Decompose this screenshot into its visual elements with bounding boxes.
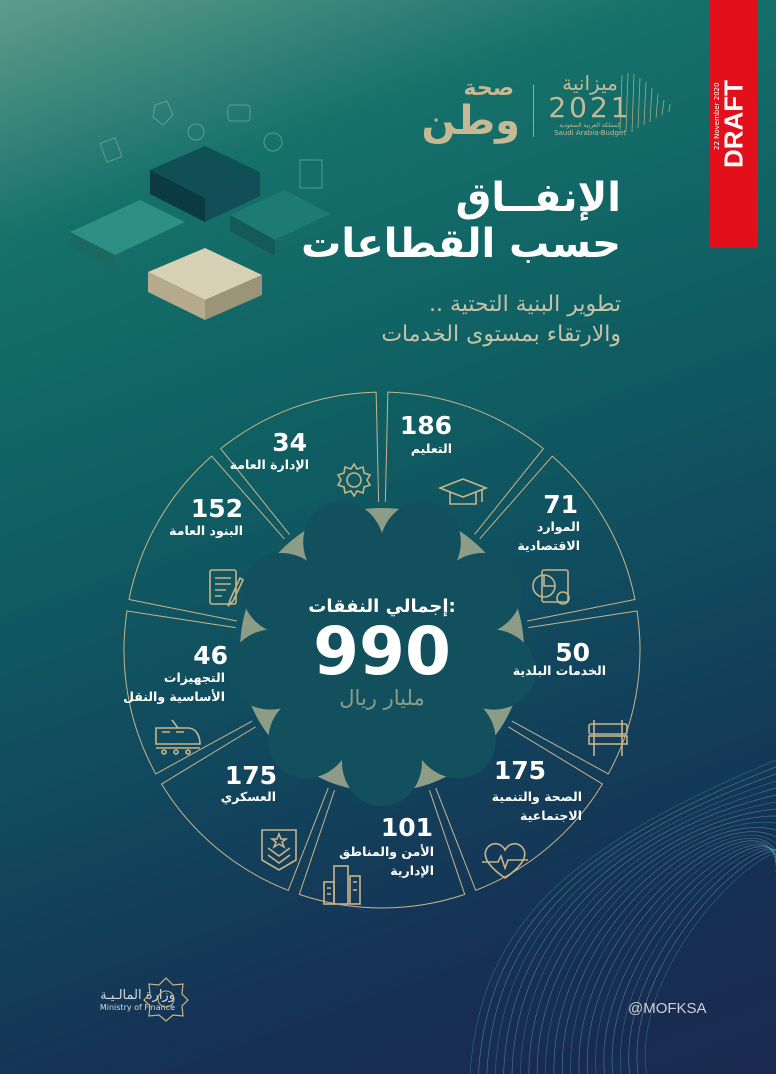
page-title-line2: حسب القطاعات <box>301 221 621 267</box>
heartbeat-icon <box>480 838 530 888</box>
wave-line <box>620 847 776 1074</box>
sector-wheel <box>123 391 641 909</box>
sector-label: التجهيزات الأساسية والنقل <box>123 670 225 704</box>
wave-line <box>636 850 776 1074</box>
center-disc <box>278 546 486 754</box>
total-value: 990 <box>313 613 451 690</box>
graduation-cap-icon <box>437 476 489 526</box>
logo-divider <box>533 85 534 137</box>
wave-line <box>587 840 776 1074</box>
sector-outline <box>160 726 329 892</box>
saudi-map-lines-icon <box>619 72 671 133</box>
total-label: إجمالي النفقات: <box>308 596 456 617</box>
sector-label: الخدمات البلدية <box>512 663 606 678</box>
budget-arabic-sub: المملكة العربية السعودية <box>559 122 621 129</box>
budget-year: 2021 <box>548 91 632 124</box>
wave-line <box>644 852 776 1074</box>
puzzle-illustration <box>70 100 330 320</box>
ministry-logo: وزارة المالـيـة Ministry of Finance <box>60 988 175 1012</box>
sector-outline <box>384 391 545 535</box>
ministry-name-ar: وزارة المالـيـة <box>100 988 175 1003</box>
budget-logo: ميزانية 2021 المملكة العربية السعودية Sa… <box>545 72 635 137</box>
wave-line <box>536 815 776 1074</box>
wave-line <box>603 844 776 1074</box>
document-pen-icon <box>206 566 256 616</box>
wave-line <box>528 808 776 1074</box>
page-title-line1: الإنفــاق <box>455 175 621 221</box>
wave-line <box>562 831 776 1074</box>
barrier-icon <box>586 716 636 766</box>
sector-outline <box>435 726 604 892</box>
wave-line <box>570 834 776 1074</box>
sector-outline <box>298 790 466 909</box>
brand-logo-line1: صحة <box>463 76 514 101</box>
subtitle-line1: تطوير البنية التحتية .. <box>428 292 621 317</box>
sector-label: الأمن والمناطق الإدارية <box>339 844 434 878</box>
sector-value: 152 <box>190 494 243 523</box>
sector-outline <box>128 455 285 622</box>
sector-value: 101 <box>380 813 433 842</box>
total-block: إجمالي النفقات: 990 مليار ريال <box>282 596 482 710</box>
sector-outline <box>511 610 641 775</box>
ministry-name-en: Ministry of Finance <box>99 1003 175 1012</box>
sector-value: 71 <box>543 490 578 519</box>
brand-logo: صحة وطن <box>400 76 520 144</box>
sector-value: 186 <box>399 411 452 440</box>
subtitle-line2: والارتقاء بمستوى الخدمات <box>381 321 621 347</box>
draft-label: DRAFT <box>718 79 749 169</box>
buildings-icon <box>322 862 372 912</box>
total-unit: مليار ريال <box>339 686 425 711</box>
sector-label: الإدارة العامة <box>229 457 309 472</box>
wave-line <box>503 787 776 1074</box>
wave-line <box>578 837 776 1074</box>
wave-line <box>611 846 776 1074</box>
wave-line <box>553 827 776 1074</box>
wave-line <box>545 821 776 1074</box>
wave-line <box>494 780 776 1074</box>
wave-line <box>478 766 776 1074</box>
sector-value: 50 <box>555 638 590 667</box>
wave-line <box>511 794 776 1074</box>
sector-label: التعليم <box>410 441 452 456</box>
sector-value: 175 <box>224 761 277 790</box>
wave-line <box>520 801 776 1074</box>
subtitle-block: تطوير البنية التحتية .. والارتقاء بمستوى… <box>221 290 621 349</box>
sector-outline <box>123 610 253 775</box>
gear-icon <box>334 460 384 510</box>
wave-lines <box>469 759 776 1074</box>
budget-english-sub: Saudi Arabia-Budget <box>554 129 626 137</box>
wave-line <box>595 842 776 1074</box>
sector-label: العسكري <box>220 789 276 804</box>
sector-value: 34 <box>272 428 307 457</box>
draft-banner: DRAFT 22 November 2020 <box>710 0 758 248</box>
wave-line <box>486 773 776 1074</box>
train-icon <box>152 714 202 764</box>
ministry-emblem-icon <box>143 977 189 1022</box>
sector-outline <box>219 391 380 535</box>
social-handle[interactable]: @MOFKSA <box>628 1000 707 1017</box>
draft-date: 22 November 2020 <box>713 82 721 150</box>
sector-value: 175 <box>493 756 546 785</box>
wave-line <box>628 848 776 1074</box>
sector-label: الموارد الاقتصادية <box>517 519 580 553</box>
sector-value: 46 <box>193 641 228 670</box>
wave-line <box>469 759 776 1074</box>
military-badge-icon <box>256 826 306 876</box>
title-block: الإنفــاق حسب القطاعات <box>221 175 621 267</box>
pie-chart-document-icon <box>530 566 580 616</box>
sector-label: البنود العامة <box>169 523 243 538</box>
budget-title: ميزانية <box>562 71 618 95</box>
brand-logo-line2: وطن <box>421 98 520 144</box>
sector-label: الصحة والتنمية الاجتماعية <box>491 789 582 823</box>
sector-outline <box>479 455 636 622</box>
